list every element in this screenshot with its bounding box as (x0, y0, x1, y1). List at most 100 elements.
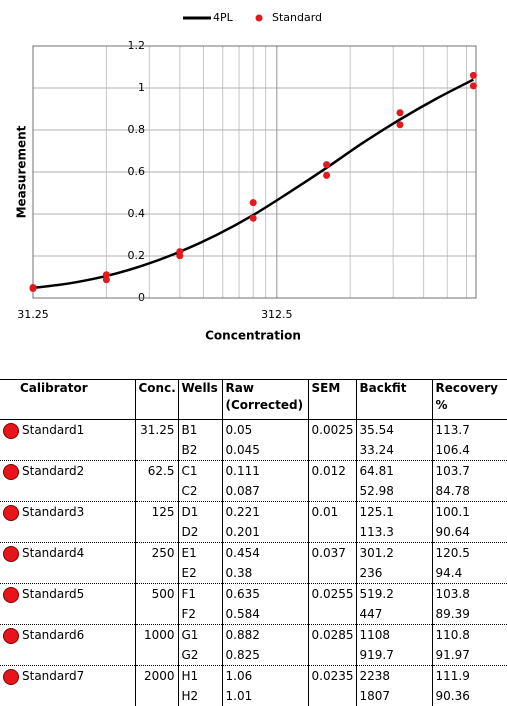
well-cell-text: F2 (181, 607, 197, 621)
conc-cell (134, 481, 178, 502)
header-cell-text: Calibrator (20, 381, 88, 395)
well-cell-text: E1 (181, 546, 197, 560)
raw-cell-text: 0.087 (225, 484, 260, 498)
data-point (396, 121, 404, 129)
sem-cell: 0.037 (307, 542, 356, 563)
header-cell: Backfit (355, 379, 432, 420)
well-cell: G1 (177, 624, 222, 645)
raw-cell: 1.01 (221, 686, 308, 706)
well-row: E2 0.38 236 94.4 (0, 563, 507, 584)
conc-cell-text: 2000 (143, 669, 175, 683)
well-row: C2 0.087 52.98 84.78 (0, 481, 507, 502)
calibrator-name: Standard5 (22, 587, 85, 601)
conc-cell: 62.5 (134, 460, 178, 481)
well-cell: B2 (177, 440, 222, 461)
sem-cell: 0.0285 (307, 624, 356, 645)
well-row: F2 0.584 447 89.39 (0, 604, 507, 625)
raw-cell-text: 0.825 (225, 648, 260, 662)
calibrator-cell: Standard7 (0, 665, 135, 686)
recovery-cell: 103.8 (431, 583, 507, 604)
raw-cell-text: 0.584 (225, 607, 260, 621)
recovery-cell-text: 111.9 (435, 669, 470, 683)
raw-cell: 0.454 (221, 542, 308, 563)
well-row: G2 0.825 919.7 91.97 (0, 645, 507, 666)
calibrator-cell (0, 604, 135, 625)
calibrator-cell (0, 645, 135, 666)
sem-cell (307, 440, 356, 461)
sem-cell-text: 0.0285 (311, 628, 354, 642)
well-cell-text: E2 (181, 566, 197, 580)
raw-cell-text: 0.882 (225, 628, 260, 642)
calibrator-icon (3, 504, 19, 521)
backfit-cell: 52.98 (355, 481, 432, 502)
well-cell-text: F1 (181, 587, 197, 601)
sem-cell: 0.0235 (307, 665, 356, 686)
conc-cell (134, 645, 178, 666)
well-cell: D2 (177, 522, 222, 543)
recovery-cell: 91.97 (431, 645, 507, 666)
sem-cell-text: 0.0255 (311, 587, 354, 601)
recovery-cell: 120.5 (431, 542, 507, 563)
calibrator-icon (3, 586, 19, 603)
well-cell-text: D1 (181, 505, 199, 519)
data-point (102, 271, 110, 279)
raw-cell-text: 0.201 (225, 525, 260, 539)
plot-frame (32, 45, 477, 299)
conc-cell-text: 1000 (143, 628, 175, 642)
calibrator-name: Standard4 (22, 546, 85, 560)
header-cell-text: Wells (181, 381, 218, 395)
recovery-cell-text: 91.97 (435, 648, 470, 662)
backfit-cell-text: 2238 (359, 669, 391, 683)
well-cell: E1 (177, 542, 222, 563)
header-cell-text: Raw (Corrected) (225, 381, 304, 412)
calibrator-icon (3, 422, 19, 439)
well-cell: G2 (177, 645, 222, 666)
header-cell: Calibrator (0, 379, 135, 420)
data-point (323, 161, 331, 169)
backfit-cell: 2238 (355, 665, 432, 686)
calibrator-table: Calibrator Conc. Wells Raw (Corrected) SEM Ba… (0, 379, 507, 706)
well-row: Standard5 500 F1 0.635 0.0255 519.2 103.8 (0, 583, 507, 604)
header-cell: Wells (177, 379, 222, 420)
well-cell: C1 (177, 460, 222, 481)
backfit-cell-text: 1108 (359, 628, 391, 642)
header-cell-text: Conc. (138, 381, 176, 395)
recovery-cell: 100.1 (431, 501, 507, 522)
sem-cell (307, 522, 356, 543)
conc-cell (134, 686, 178, 706)
calibrator-cell (0, 522, 135, 543)
raw-cell: 0.825 (221, 645, 308, 666)
backfit-cell: 919.7 (355, 645, 432, 666)
recovery-cell: 113.7 (431, 419, 507, 440)
backfit-cell: 236 (355, 563, 432, 584)
backfit-cell-text: 301.2 (359, 546, 394, 560)
conc-cell: 125 (134, 501, 178, 522)
data-point (249, 214, 257, 222)
calibrator-cell (0, 481, 135, 502)
raw-cell: 0.635 (221, 583, 308, 604)
sem-cell: 0.012 (307, 460, 356, 481)
well-cell-text: H2 (181, 689, 199, 703)
recovery-cell-text: 106.4 (435, 443, 470, 457)
raw-cell-text: 0.635 (225, 587, 260, 601)
well-cell: F2 (177, 604, 222, 625)
backfit-cell-text: 35.54 (359, 423, 394, 437)
conc-cell-text: 125 (151, 505, 175, 519)
conc-cell (134, 522, 178, 543)
x-axis-title: Concentration (205, 329, 301, 343)
recovery-cell: 94.4 (431, 563, 507, 584)
conc-cell (134, 440, 178, 461)
recovery-cell: 106.4 (431, 440, 507, 461)
header-cell: Conc. (134, 379, 178, 420)
calibrator-cell: Standard3 (0, 501, 135, 522)
well-row: Standard2 62.5 C1 0.111 0.012 64.81 103.7 (0, 460, 507, 481)
recovery-cell-text: 94.4 (435, 566, 463, 580)
well-cell-text: H1 (181, 669, 199, 683)
backfit-cell: 519.2 (355, 583, 432, 604)
conc-cell-text: 31.25 (140, 423, 175, 437)
x-tick-label: 312.5 (261, 308, 293, 321)
recovery-cell: 90.36 (431, 686, 507, 706)
recovery-cell-text: 103.7 (435, 464, 470, 478)
backfit-cell-text: 1807 (359, 689, 391, 703)
sem-cell: 0.0255 (307, 583, 356, 604)
